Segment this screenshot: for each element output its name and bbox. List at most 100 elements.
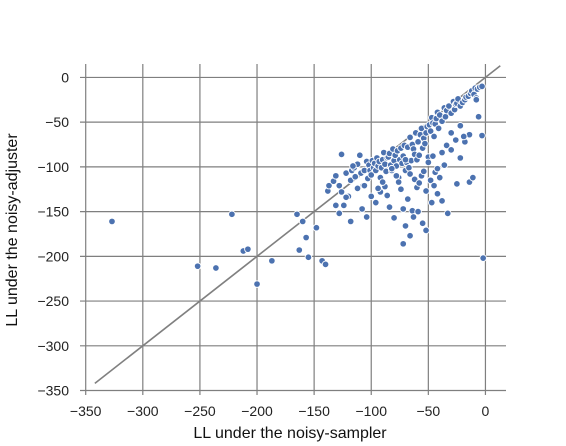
data-point	[421, 139, 429, 148]
data-point	[399, 205, 407, 213]
data-point	[409, 213, 418, 221]
data-point	[362, 213, 371, 221]
data-point	[426, 127, 435, 135]
data-point	[372, 198, 380, 207]
y-tick-label: −200	[37, 248, 69, 264]
data-point	[367, 171, 375, 179]
x-tick-label: −250	[184, 403, 216, 419]
x-tick-label: −200	[241, 403, 273, 419]
data-point	[401, 222, 410, 230]
data-point	[430, 181, 438, 190]
x-tick-labels: −350 −300 −250 −200 −150 −100 −50 0	[70, 403, 490, 419]
y-tick-labels: 0 −50 −100 −150 −200 −250 −300 −350	[37, 69, 69, 398]
data-point	[351, 172, 359, 181]
y-tick-label: −250	[37, 293, 69, 309]
x-tick-label: −100	[355, 403, 387, 419]
data-point	[406, 232, 414, 240]
data-point	[342, 193, 350, 202]
data-point	[418, 219, 427, 227]
data-point	[337, 188, 346, 196]
x-tick-label: −150	[298, 403, 330, 419]
data-point	[335, 209, 344, 218]
data-point	[444, 209, 452, 218]
data-point	[478, 131, 486, 140]
data-point	[415, 151, 423, 159]
data-point	[388, 164, 396, 173]
data-point	[430, 132, 438, 141]
data-point	[337, 150, 346, 159]
data-point	[295, 246, 304, 254]
data-point	[469, 173, 477, 182]
data-point	[426, 176, 435, 185]
data-point	[438, 148, 446, 157]
y-tick-label: −150	[37, 204, 69, 220]
data-point	[383, 191, 391, 200]
data-point	[349, 162, 357, 170]
data-point	[404, 195, 412, 203]
y-tick-label: 0	[61, 69, 69, 85]
data-point	[447, 146, 455, 154]
data-points	[108, 82, 487, 288]
data-point	[433, 189, 442, 198]
data-point	[108, 217, 116, 226]
x-tick-label: −300	[127, 403, 159, 419]
y-tick-label: −50	[45, 114, 69, 130]
data-point	[304, 253, 313, 261]
data-point	[414, 207, 422, 216]
data-point	[474, 113, 483, 121]
data-point	[436, 173, 444, 182]
data-point	[367, 192, 375, 201]
data-point	[479, 254, 487, 262]
data-point	[397, 185, 405, 193]
data-point	[401, 155, 410, 164]
data-point	[434, 124, 443, 133]
y-tick-label: −100	[37, 159, 69, 175]
data-point	[358, 205, 366, 213]
data-point	[406, 170, 414, 178]
x-tick-label: −50	[416, 403, 440, 419]
data-point	[325, 181, 333, 190]
data-point	[253, 280, 261, 288]
data-point	[244, 245, 252, 253]
data-point	[414, 138, 422, 146]
data-point	[429, 152, 437, 160]
data-point	[472, 96, 481, 104]
data-point	[390, 214, 398, 222]
x-axis-label: LL under the noisy-sampler	[193, 425, 387, 442]
data-point	[406, 133, 414, 142]
data-point	[440, 161, 449, 169]
data-point	[335, 181, 344, 190]
data-point	[385, 203, 394, 211]
data-point	[456, 121, 465, 130]
data-point	[346, 217, 355, 226]
data-point	[228, 210, 236, 219]
data-point	[394, 178, 403, 186]
x-tick-label: −350	[70, 403, 102, 419]
data-point	[332, 201, 340, 210]
data-point	[442, 141, 451, 150]
data-point	[340, 201, 348, 210]
data-point	[302, 233, 310, 242]
data-point	[312, 223, 321, 232]
data-point	[374, 184, 382, 193]
data-point	[447, 129, 455, 137]
data-point	[478, 82, 486, 91]
data-point	[420, 167, 428, 176]
data-point	[433, 164, 442, 173]
data-point	[415, 179, 423, 187]
data-point	[453, 180, 461, 188]
data-point	[438, 197, 446, 205]
data-point	[399, 240, 407, 248]
data-point	[193, 262, 202, 270]
data-point	[392, 172, 401, 180]
data-point	[353, 184, 362, 193]
data-point	[459, 132, 468, 141]
data-point	[405, 164, 413, 172]
data-point	[268, 257, 276, 265]
data-point	[212, 264, 220, 272]
x-tick-label: 0	[482, 403, 490, 419]
data-point	[424, 158, 433, 167]
data-point	[451, 136, 460, 144]
y-tick-label: −350	[37, 383, 69, 399]
